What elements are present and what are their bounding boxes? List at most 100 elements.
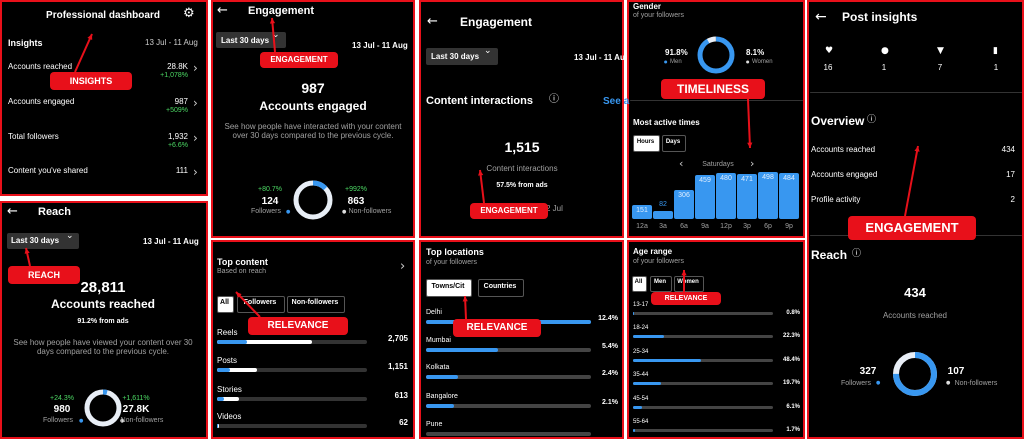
text: 12.4% <box>598 315 618 322</box>
text: 484 <box>783 175 795 183</box>
text: 434 <box>904 285 926 300</box>
icon: ⓘ <box>549 94 559 105</box>
text: 2,705 <box>387 334 408 343</box>
text: of your followers <box>426 259 477 266</box>
bar-track <box>426 432 591 436</box>
bar-part <box>217 368 230 372</box>
text: Total followers <box>8 132 59 141</box>
icon: ⓘ <box>852 249 862 259</box>
text: 57.5% from ads <box>496 182 548 189</box>
text: 35-44 <box>633 372 649 378</box>
text: 1 <box>881 63 887 72</box>
icon: ● <box>120 418 125 424</box>
text: 6a <box>680 223 688 230</box>
text: of your followers <box>633 12 684 19</box>
text: 55-64 <box>633 419 649 425</box>
bar-track <box>426 375 591 379</box>
icon: ▼ <box>937 46 944 56</box>
icon: › <box>193 96 198 110</box>
bar-track <box>217 424 367 428</box>
text: 25-34 <box>633 349 649 355</box>
bar <box>716 173 736 219</box>
text: Post insights <box>842 10 918 24</box>
text: Content interactions <box>426 95 533 107</box>
text: 6p <box>764 223 772 230</box>
text: Accounts engaged <box>8 97 75 106</box>
tab-chip <box>662 135 686 152</box>
text: 27.8K <box>122 404 150 415</box>
text: Last 30 days <box>431 52 480 61</box>
icon: ← <box>217 3 228 18</box>
icon: ▮ <box>993 46 998 56</box>
text: 1.7% <box>786 427 800 433</box>
text: +1,078% <box>160 72 188 79</box>
bar-part <box>217 424 218 428</box>
text: 62 <box>399 418 408 427</box>
text: Age range <box>633 247 673 256</box>
text: 498 <box>762 173 774 181</box>
bar <box>674 189 694 219</box>
text: 8.1% <box>746 48 765 57</box>
text: 16 <box>823 63 833 72</box>
text: 151 <box>636 206 648 214</box>
icon: ● <box>746 59 750 64</box>
panel <box>211 240 415 439</box>
text: Followers <box>43 417 73 424</box>
text: Gender <box>633 2 662 11</box>
bar <box>633 359 701 362</box>
text: +509% <box>166 107 188 114</box>
bar <box>737 174 757 219</box>
text: 9a <box>701 223 709 230</box>
annotation: INSIGHTS <box>50 72 132 90</box>
annotation: TIMELINESS <box>661 79 765 99</box>
text: +992% <box>345 186 367 193</box>
tab-chip <box>632 276 647 292</box>
text: Bangalore <box>426 393 458 400</box>
tab-chip <box>287 296 345 313</box>
icon: ← <box>427 14 438 29</box>
bar-track <box>217 368 367 372</box>
text: Top content <box>217 257 268 267</box>
text: Followers <box>251 208 281 215</box>
text: 13 Jul - 11 Au <box>574 53 625 62</box>
text: 1,932 <box>167 132 188 141</box>
text: Profile activity <box>811 195 861 204</box>
bar-track <box>426 348 591 352</box>
text: Last 30 days <box>11 236 60 245</box>
text: 111 <box>175 166 188 175</box>
tab-label: All <box>634 279 643 285</box>
bar-track <box>633 406 773 409</box>
text: 12p <box>720 223 732 230</box>
icon: ● <box>881 46 889 56</box>
text: 0.8% <box>786 310 800 316</box>
text: See how people have interacted with your… <box>224 122 402 141</box>
text: 19.7% <box>782 380 800 386</box>
text: +1,611% <box>122 395 150 402</box>
divider <box>630 100 803 101</box>
text: 434 <box>1001 145 1015 154</box>
icon: ← <box>7 204 18 219</box>
text: 1,151 <box>387 362 408 371</box>
bar <box>633 382 661 385</box>
text: 28,811 <box>80 279 126 296</box>
text: 124 <box>261 196 279 207</box>
text: Insights <box>8 38 43 48</box>
bar <box>217 397 239 401</box>
tab-chip <box>478 279 524 297</box>
text: 3a <box>659 223 667 230</box>
annotation: ENGAGEMENT <box>260 52 338 68</box>
text: 9p <box>785 223 793 230</box>
text: Most active times <box>633 118 700 127</box>
tab-label: Towns/Cit <box>431 282 465 290</box>
panel <box>0 0 208 196</box>
text: Engagement <box>460 15 533 29</box>
bar-track <box>426 404 591 408</box>
text: 306 <box>678 191 690 199</box>
text: 5.4% <box>602 343 618 350</box>
bar <box>633 429 636 432</box>
text: Last 30 days <box>221 36 270 45</box>
panel <box>627 240 805 439</box>
icon: › <box>400 259 406 274</box>
text: +6.6% <box>167 142 188 149</box>
